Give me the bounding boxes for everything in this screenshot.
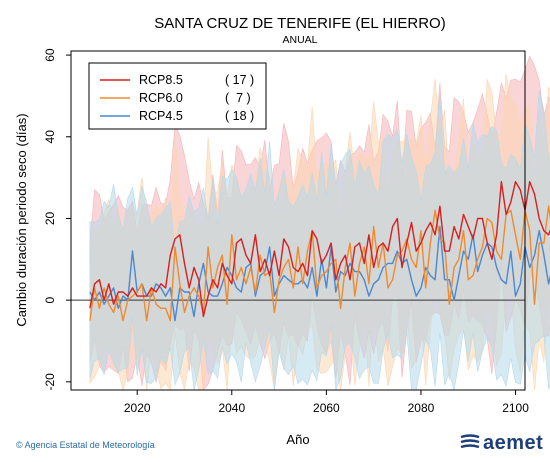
x-tick-label: 2100 (502, 401, 529, 415)
chart-title: SANTA CRUZ DE TENERIFE (EL HIERRO) (154, 15, 445, 32)
y-axis-ticks: -20 0 20 40 60 (43, 48, 71, 391)
y-tick-label: -20 (43, 373, 57, 391)
x-tick-label: 2080 (408, 401, 435, 415)
copyright-icon: © (16, 440, 23, 450)
x-tick-label: 2040 (218, 401, 245, 415)
x-tick-label: 2060 (313, 401, 340, 415)
legend-count: ( 7 ) (225, 91, 251, 105)
aemet-logo: aemet (459, 432, 543, 455)
y-tick-label: 20 (43, 211, 57, 225)
chart-subtitle: ANUAL (282, 34, 317, 46)
logo-text: aemet (483, 432, 544, 454)
legend-label: RCP8.5 (139, 73, 183, 87)
series-line-rcp4-5 (89, 225, 550, 322)
plot-frame (70, 50, 526, 391)
legend-box (88, 62, 267, 130)
legend-count: ( 17 ) (225, 73, 254, 87)
x-axis-label: Año (286, 432, 309, 447)
agency-credit: © Agencia Estatal de Meteorología (16, 440, 155, 450)
agency-name: Agencia Estatal de Meteorología (24, 440, 155, 450)
y-tick-label: 40 (43, 130, 57, 144)
y-axis-label: Cambio duración periodo seco (días) (14, 113, 29, 326)
series-line-rcp8-5 (89, 180, 550, 318)
legend: RCP8.5 ( 17 ) RCP6.0 ( 7 ) RCP4.5 ( 18 ) (88, 62, 267, 130)
x-tick-label: 2020 (124, 401, 151, 415)
legend-label: RCP4.5 (139, 109, 183, 123)
series-lines (89, 180, 550, 322)
y-tick-label: 60 (43, 48, 57, 62)
x-axis-ticks: 2020 2040 2060 2080 2100 (124, 390, 529, 415)
series-line-rcp6-0 (89, 205, 550, 322)
legend-count: ( 18 ) (225, 109, 254, 123)
y-tick-label: 0 (43, 296, 57, 303)
legend-label: RCP6.0 (139, 91, 183, 105)
band-rcp4-5 (89, 89, 550, 391)
logo-swirl-icon (460, 434, 480, 449)
